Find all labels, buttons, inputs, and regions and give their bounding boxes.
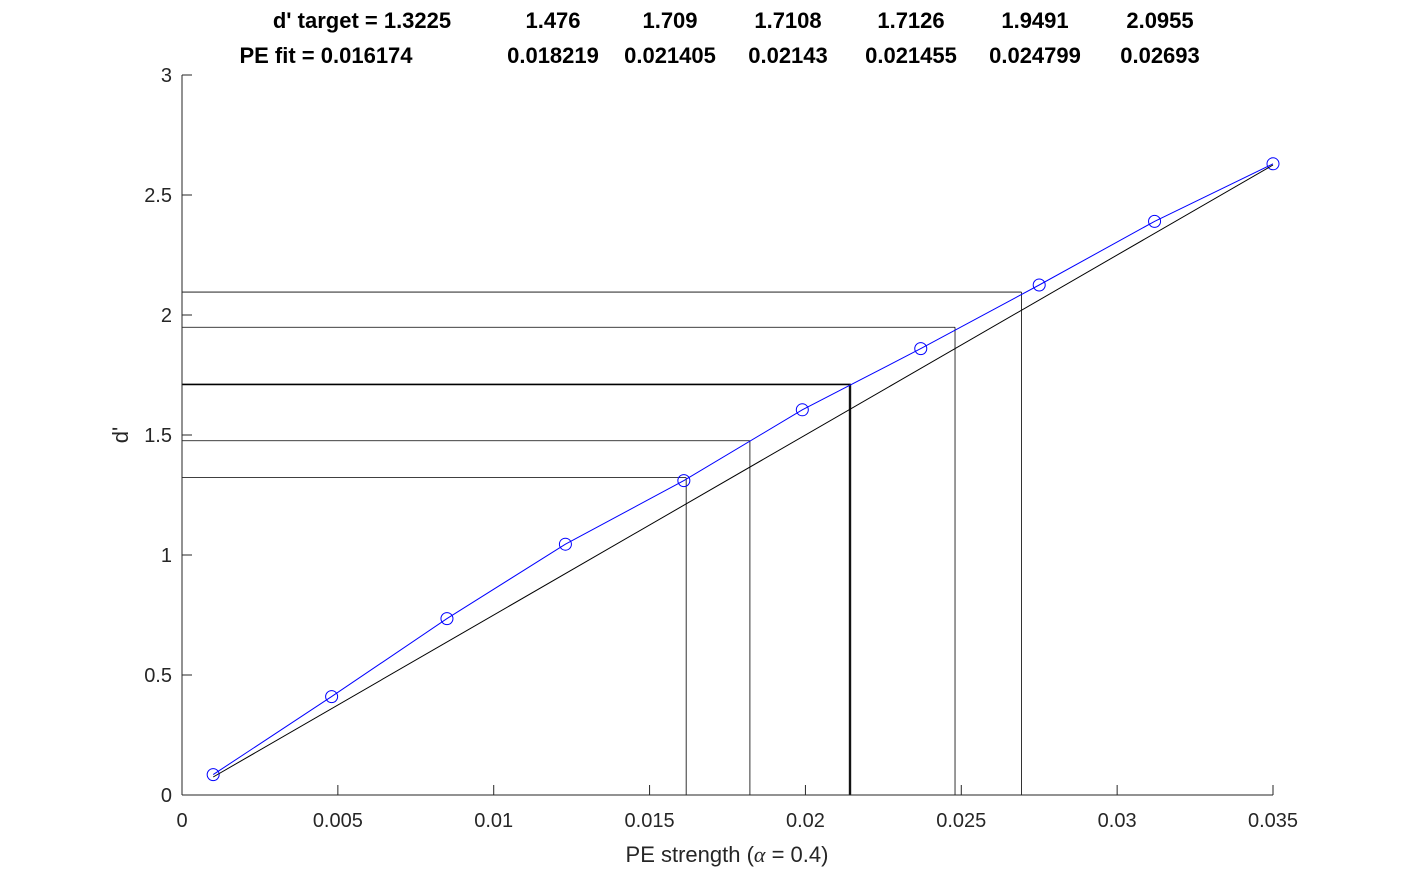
- title-value-0-4: 1.9491: [1001, 8, 1068, 33]
- y-axis-label: d': [108, 427, 133, 443]
- data-point-3: [558, 537, 572, 551]
- data-point-0: [206, 768, 220, 782]
- x-axis-label-prefix: PE strength (: [626, 842, 755, 867]
- title-dprime-label: d' target = 1.3225: [273, 8, 451, 33]
- x-tick-label-4: 0.02: [786, 810, 825, 832]
- x-tick-label-3: 0.015: [625, 810, 675, 832]
- y-tick-label-1: 0.5: [144, 665, 172, 687]
- y-tick-label-5: 2.5: [144, 185, 172, 207]
- title-value-1-3: 0.021455: [865, 43, 957, 68]
- x-tick-label-5: 0.025: [936, 810, 986, 832]
- title-value-0-1: 1.709: [642, 8, 697, 33]
- x-axis-label: PE strength (α = 0.4): [626, 842, 829, 867]
- x-tick-label-7: 0.035: [1248, 810, 1298, 832]
- title-value-0-0: 1.476: [525, 8, 580, 33]
- title-value-0-2: 1.7108: [754, 8, 821, 33]
- data-point-5: [795, 403, 809, 417]
- data-point-7: [1032, 278, 1046, 292]
- y-tick-label-6: 3: [161, 65, 172, 87]
- data-point-9: [1266, 157, 1280, 171]
- title-value-1-4: 0.024799: [989, 43, 1081, 68]
- y-tick-label-0: 0: [161, 785, 172, 807]
- title-value-0-3: 1.7126: [877, 8, 944, 33]
- title-pe-label: PE fit = 0.016174: [239, 43, 413, 68]
- y-tick-label-3: 1.5: [144, 425, 172, 447]
- title-value-0-5: 2.0955: [1126, 8, 1193, 33]
- plot-marks: [182, 157, 1280, 795]
- x-axis-label-symbol: α: [754, 842, 766, 867]
- x-axis-label-suffix: = 0.4): [765, 842, 828, 867]
- x-tick-label-1: 0.005: [313, 810, 363, 832]
- x-tick-label-6: 0.03: [1098, 810, 1137, 832]
- chart-title: d' target = 1.3225 PE fit = 0.016174 1.4…: [239, 8, 1199, 68]
- data-point-8: [1148, 214, 1162, 228]
- y-tick-label-4: 2: [161, 305, 172, 327]
- data-point-1: [325, 690, 339, 704]
- fit-line: [212, 164, 1274, 778]
- y-tick-label-2: 1: [161, 545, 172, 567]
- x-tick-label-0: 0: [176, 810, 187, 832]
- title-value-1-1: 0.021405: [624, 43, 716, 68]
- data-point-2: [440, 612, 454, 626]
- axis-ticks: 0 0.005 0.01 0.015 0.02 0.025 0.03 0.035 0 0.5 1 1.…: [144, 65, 1298, 832]
- data-point-6: [914, 342, 928, 356]
- title-value-1-0: 0.018219: [507, 43, 599, 68]
- data-line: [212, 163, 1274, 776]
- x-tick-label-2: 0.01: [474, 810, 513, 832]
- data-point-4: [677, 474, 691, 488]
- title-value-1-2: 0.02143: [748, 43, 828, 68]
- title-value-1-5: 0.02693: [1120, 43, 1200, 68]
